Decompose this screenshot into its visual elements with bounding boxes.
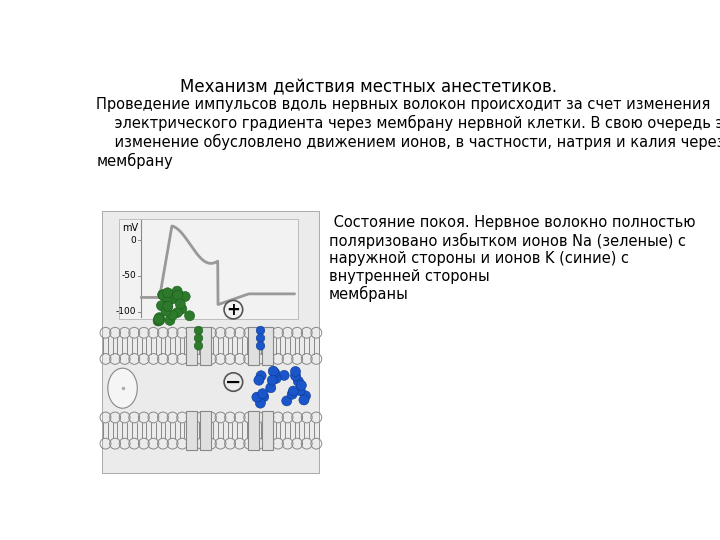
Circle shape (154, 313, 164, 323)
Circle shape (163, 301, 173, 312)
Circle shape (153, 316, 163, 326)
Circle shape (270, 368, 280, 378)
Circle shape (279, 370, 289, 380)
Circle shape (258, 392, 269, 402)
Circle shape (159, 301, 169, 311)
Circle shape (180, 292, 190, 301)
Text: 0: 0 (131, 236, 137, 245)
Circle shape (175, 299, 185, 309)
Circle shape (167, 294, 177, 304)
Circle shape (153, 314, 163, 324)
Circle shape (158, 291, 168, 301)
Bar (186, 327, 197, 365)
Circle shape (256, 326, 265, 335)
Circle shape (194, 342, 203, 350)
Circle shape (194, 326, 203, 335)
Circle shape (172, 308, 182, 318)
Circle shape (271, 373, 282, 383)
Text: -50: -50 (122, 272, 137, 280)
Circle shape (267, 375, 277, 385)
Circle shape (184, 311, 194, 321)
Circle shape (168, 310, 178, 320)
Circle shape (163, 302, 173, 312)
Circle shape (158, 289, 168, 300)
Text: Механизм действия местных анестетиков.: Механизм действия местных анестетиков. (181, 79, 557, 97)
Bar (120, 219, 297, 319)
Bar (262, 327, 273, 365)
Circle shape (282, 396, 292, 406)
Circle shape (256, 334, 265, 342)
Text: −: − (225, 373, 242, 392)
Circle shape (254, 375, 264, 385)
Circle shape (297, 380, 306, 390)
Circle shape (258, 389, 268, 399)
Bar (186, 411, 197, 450)
Circle shape (290, 371, 300, 381)
Circle shape (299, 395, 309, 405)
Circle shape (295, 386, 305, 396)
Bar (102, 211, 319, 473)
Circle shape (156, 301, 166, 310)
Circle shape (256, 342, 265, 350)
Bar (248, 411, 259, 450)
Text: mV: mV (122, 224, 139, 233)
Circle shape (269, 366, 279, 376)
Text: +: + (226, 301, 240, 319)
Bar (248, 327, 259, 365)
Text: -100: -100 (116, 307, 137, 316)
Circle shape (163, 288, 173, 298)
Bar (200, 327, 211, 365)
Circle shape (165, 315, 175, 326)
Circle shape (162, 296, 172, 307)
Circle shape (155, 315, 165, 325)
Text: Проведение импульсов вдоль нервных волокон происходит за счет изменения
    элек: Проведение импульсов вдоль нервных волок… (96, 97, 720, 168)
Circle shape (287, 389, 297, 399)
Circle shape (173, 289, 183, 299)
Circle shape (194, 334, 203, 342)
Circle shape (290, 367, 300, 376)
Bar (200, 411, 211, 450)
Circle shape (256, 398, 266, 408)
Circle shape (256, 371, 266, 381)
Circle shape (266, 383, 276, 393)
Circle shape (293, 376, 303, 386)
Circle shape (172, 286, 182, 296)
Text: Состояние покоя. Нервное волокно полностью
поляризовано избытком ионов Na (зелен: Состояние покоя. Нервное волокно полност… (329, 215, 696, 302)
Bar (262, 411, 273, 450)
Circle shape (177, 304, 187, 314)
Circle shape (300, 391, 310, 401)
Circle shape (173, 290, 183, 300)
Ellipse shape (108, 368, 138, 408)
Circle shape (252, 392, 262, 402)
Circle shape (288, 386, 298, 396)
Circle shape (161, 306, 171, 316)
